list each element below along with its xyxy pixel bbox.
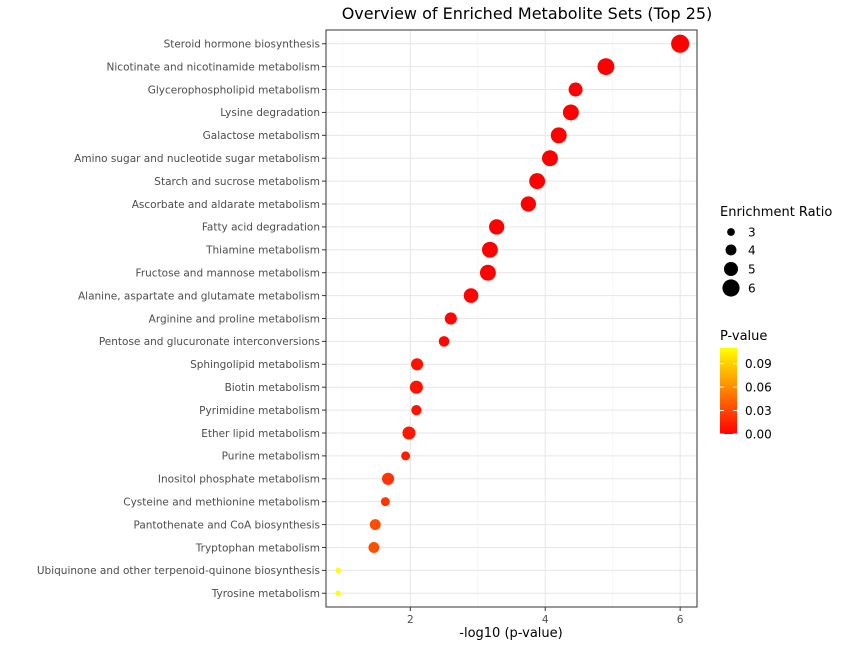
y-tick-label: Tyrosine metabolism (211, 588, 320, 600)
data-point (410, 358, 424, 371)
x-tick-label: 6 (677, 614, 684, 626)
y-tick-label: Inositol phosphate metabolism (158, 474, 320, 486)
size-legend-label: 5 (748, 263, 756, 277)
data-point (520, 196, 537, 212)
y-tick-label: Amino sugar and nucleotide sugar metabol… (74, 153, 320, 165)
color-legend-label: 0.06 (745, 381, 772, 395)
size-legend-key (722, 279, 740, 297)
color-bar (720, 348, 737, 434)
data-point (402, 426, 416, 440)
y-tick-label: Ascorbate and aldarate metabolism (132, 199, 320, 211)
size-legend-label: 3 (748, 226, 756, 240)
y-tick-label: Fructose and mannose metabolism (136, 268, 320, 280)
size-legend-label: 4 (748, 244, 756, 258)
data-points (335, 34, 690, 596)
grid (326, 30, 697, 607)
size-legend-key (725, 244, 737, 256)
y-tick-label: Pyrimidine metabolism (199, 405, 320, 417)
size-legend-label: 6 (748, 282, 756, 296)
panel-border (325, 29, 698, 608)
y-tick-label: Cysteine and methionine metabolism (123, 496, 320, 508)
data-point (335, 590, 341, 596)
color-legend: P-value 0.09 0.06 0.03 0.00 (720, 329, 772, 442)
y-tick-label: Nicotinate and nicotinamide metabolism (107, 61, 320, 73)
y-tick-label: Tryptophan metabolism (195, 542, 320, 554)
x-tick-label: 4 (542, 614, 549, 626)
data-point (568, 82, 583, 97)
y-tick-label: Pentose and glucuronate interconversions (99, 336, 320, 348)
y-tick-label: Galactose metabolism (203, 130, 320, 142)
data-point (381, 472, 395, 485)
size-legend-title: Enrichment Ratio (720, 205, 832, 220)
y-tick-label: Sphingolipid metabolism (190, 359, 320, 371)
y-tick-label: Ubiquinone and other terpenoid-quinone b… (37, 565, 320, 577)
color-legend-label: 0.00 (745, 428, 772, 442)
y-tick-label: Starch and sucrose metabolism (154, 176, 320, 188)
data-point (562, 104, 579, 121)
data-point (409, 380, 423, 394)
size-legend-key (723, 261, 739, 277)
size-legend-key (727, 228, 735, 236)
color-legend-label: 0.09 (745, 357, 772, 371)
y-tick-label: Thiamine metabolism (205, 245, 320, 257)
y-tick-label: Steroid hormone biosynthesis (164, 39, 320, 51)
color-legend-label: 0.03 (745, 404, 772, 418)
data-point (550, 127, 567, 144)
data-point (368, 542, 380, 553)
data-point (481, 241, 498, 258)
data-point (671, 34, 690, 53)
y-axis-labels: Steroid hormone biosynthesis Nicotinate a… (37, 39, 326, 600)
y-tick-label: Alanine, aspartate and glutamate metabol… (78, 290, 320, 302)
data-point (529, 173, 546, 190)
data-point (438, 336, 450, 347)
chart-title: Overview of Enriched Metabolite Sets (To… (342, 4, 713, 23)
data-point (463, 288, 479, 303)
x-tick-label: 2 (407, 614, 414, 626)
y-tick-label: Lysine degradation (220, 107, 320, 119)
y-tick-label: Fatty acid degradation (202, 222, 320, 234)
data-point (489, 219, 505, 235)
data-point (335, 567, 341, 573)
y-tick-label: Ether lipid metabolism (201, 428, 320, 440)
data-point (411, 404, 422, 416)
data-point (597, 58, 615, 76)
y-tick-label: Pantothenate and CoA biosynthesis (133, 519, 320, 531)
size-legend: Enrichment Ratio 3 4 5 6 (720, 205, 832, 297)
data-point (380, 497, 390, 507)
x-axis-label: -log10 (p-value) (459, 626, 562, 641)
x-axis-ticks: 2 4 6 (407, 607, 684, 626)
y-tick-label: Biotin metabolism (225, 382, 320, 394)
data-point (541, 150, 558, 167)
data-point (369, 519, 381, 531)
y-tick-label: Glycerophospholipid metabolism (148, 84, 320, 96)
data-point (401, 451, 411, 461)
y-tick-label: Arginine and proline metabolism (149, 313, 320, 325)
y-tick-label: Purine metabolism (222, 451, 320, 463)
color-legend-title: P-value (720, 329, 767, 344)
data-point (444, 312, 457, 325)
data-point (479, 264, 496, 281)
